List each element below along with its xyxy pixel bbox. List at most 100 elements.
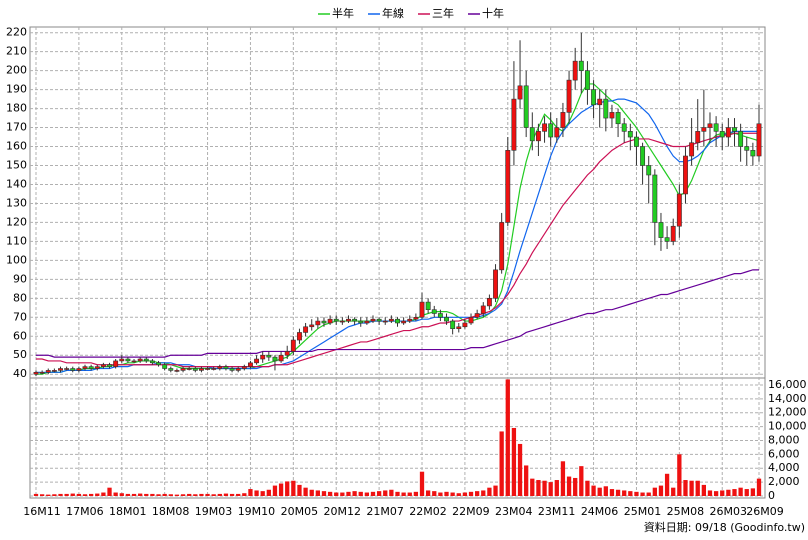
candle-body bbox=[131, 360, 137, 363]
volume-bar bbox=[346, 491, 351, 496]
volume-bar bbox=[720, 490, 725, 496]
volume-bar bbox=[695, 480, 700, 496]
legend-label: 年線 bbox=[382, 6, 404, 20]
volume-bar bbox=[713, 491, 719, 496]
volume-bar bbox=[376, 491, 382, 496]
candle-body bbox=[254, 358, 260, 364]
candle-body bbox=[658, 222, 664, 238]
y-tick-label: 140 bbox=[6, 177, 27, 190]
volume-bar bbox=[236, 493, 241, 496]
candle-body bbox=[64, 368, 70, 370]
volume-bar bbox=[321, 491, 327, 496]
volume-bar bbox=[487, 487, 492, 496]
volume-bar bbox=[646, 492, 651, 496]
volume-bar bbox=[640, 492, 645, 496]
volume-bar bbox=[511, 427, 517, 496]
volume-bar bbox=[242, 493, 247, 496]
candle-body bbox=[217, 366, 223, 369]
volume-bar bbox=[664, 473, 670, 496]
volume-bar bbox=[560, 461, 566, 496]
candle-body bbox=[272, 356, 278, 362]
candle-body bbox=[382, 320, 388, 323]
candle-body bbox=[646, 165, 652, 176]
volume-bar bbox=[370, 491, 376, 496]
candle-body bbox=[560, 112, 566, 128]
candle-body bbox=[315, 320, 321, 326]
candle-body bbox=[364, 320, 370, 324]
candle-body bbox=[634, 136, 639, 147]
ma-line bbox=[36, 269, 759, 358]
volume-bar bbox=[334, 492, 339, 496]
volume-bar bbox=[297, 484, 302, 496]
volume-bar bbox=[358, 491, 363, 496]
volume-bar bbox=[125, 493, 131, 496]
volume-bar bbox=[683, 480, 688, 496]
candle-body bbox=[174, 370, 180, 372]
volume-tick-label: 14,000 bbox=[768, 392, 807, 405]
candle-body bbox=[88, 366, 94, 369]
x-tick-label: 26M09 bbox=[746, 505, 784, 518]
candle-body bbox=[468, 316, 474, 324]
volume-bar bbox=[419, 471, 425, 496]
y-tick-label: 80 bbox=[13, 291, 27, 304]
volume-bar bbox=[530, 478, 535, 496]
candle-body bbox=[413, 316, 419, 320]
volume-bar bbox=[162, 493, 167, 496]
volume-bar bbox=[168, 494, 173, 496]
candle-body bbox=[505, 150, 511, 223]
candle-body bbox=[744, 146, 750, 151]
candle-body bbox=[278, 354, 284, 362]
candle-body bbox=[309, 324, 315, 328]
candle-body bbox=[535, 131, 541, 142]
legend-label: 十年 bbox=[482, 6, 504, 20]
volume-bar bbox=[33, 493, 39, 496]
candle-body bbox=[548, 123, 554, 138]
candle-body bbox=[511, 98, 517, 151]
x-tick-label: 25M01 bbox=[624, 505, 662, 518]
volume-bar bbox=[291, 480, 296, 496]
candle-body bbox=[597, 98, 603, 106]
candle-body bbox=[235, 368, 241, 371]
candle-body bbox=[241, 366, 247, 369]
volume-bar bbox=[260, 491, 265, 496]
volume-bar bbox=[756, 478, 762, 496]
candle-body bbox=[303, 326, 309, 333]
candle-body bbox=[143, 358, 149, 362]
candle-body bbox=[652, 174, 658, 223]
x-tick-label: 19M03 bbox=[195, 505, 233, 518]
candle-body bbox=[223, 366, 229, 369]
candle-body bbox=[627, 131, 633, 138]
volume-bar bbox=[536, 480, 541, 496]
candle-body bbox=[437, 313, 443, 318]
volume-bar bbox=[726, 489, 731, 496]
volume-bar bbox=[413, 491, 419, 496]
volume-bar bbox=[383, 490, 388, 496]
x-tick-label: 21M07 bbox=[366, 505, 404, 518]
volume-bar bbox=[150, 493, 155, 496]
volume-bar bbox=[82, 494, 88, 496]
y-tick-label: 220 bbox=[6, 26, 27, 39]
volume-tick-label: 10,000 bbox=[768, 420, 807, 433]
candle-body bbox=[615, 112, 621, 125]
volume-bar bbox=[107, 487, 112, 496]
x-tick-label: 26M03 bbox=[709, 505, 747, 518]
candle-body bbox=[474, 313, 480, 318]
volume-bar bbox=[579, 466, 584, 496]
volume-bar bbox=[309, 489, 314, 496]
volume-bar bbox=[677, 454, 682, 496]
y-tick-label: 110 bbox=[6, 234, 27, 247]
candle-body bbox=[499, 222, 505, 271]
candle-body bbox=[676, 193, 682, 227]
candle-body bbox=[370, 318, 376, 322]
candle-body bbox=[578, 60, 584, 71]
legend-label: 三年 bbox=[432, 6, 454, 20]
candle-body bbox=[352, 318, 358, 322]
volume-bar bbox=[401, 492, 406, 496]
candle-body bbox=[198, 368, 204, 371]
volume-bar bbox=[315, 490, 320, 496]
candle-body bbox=[689, 142, 695, 157]
candle-body bbox=[725, 127, 731, 138]
candle-body bbox=[229, 368, 235, 371]
volume-bar bbox=[450, 492, 455, 496]
volume-bar bbox=[76, 493, 82, 496]
